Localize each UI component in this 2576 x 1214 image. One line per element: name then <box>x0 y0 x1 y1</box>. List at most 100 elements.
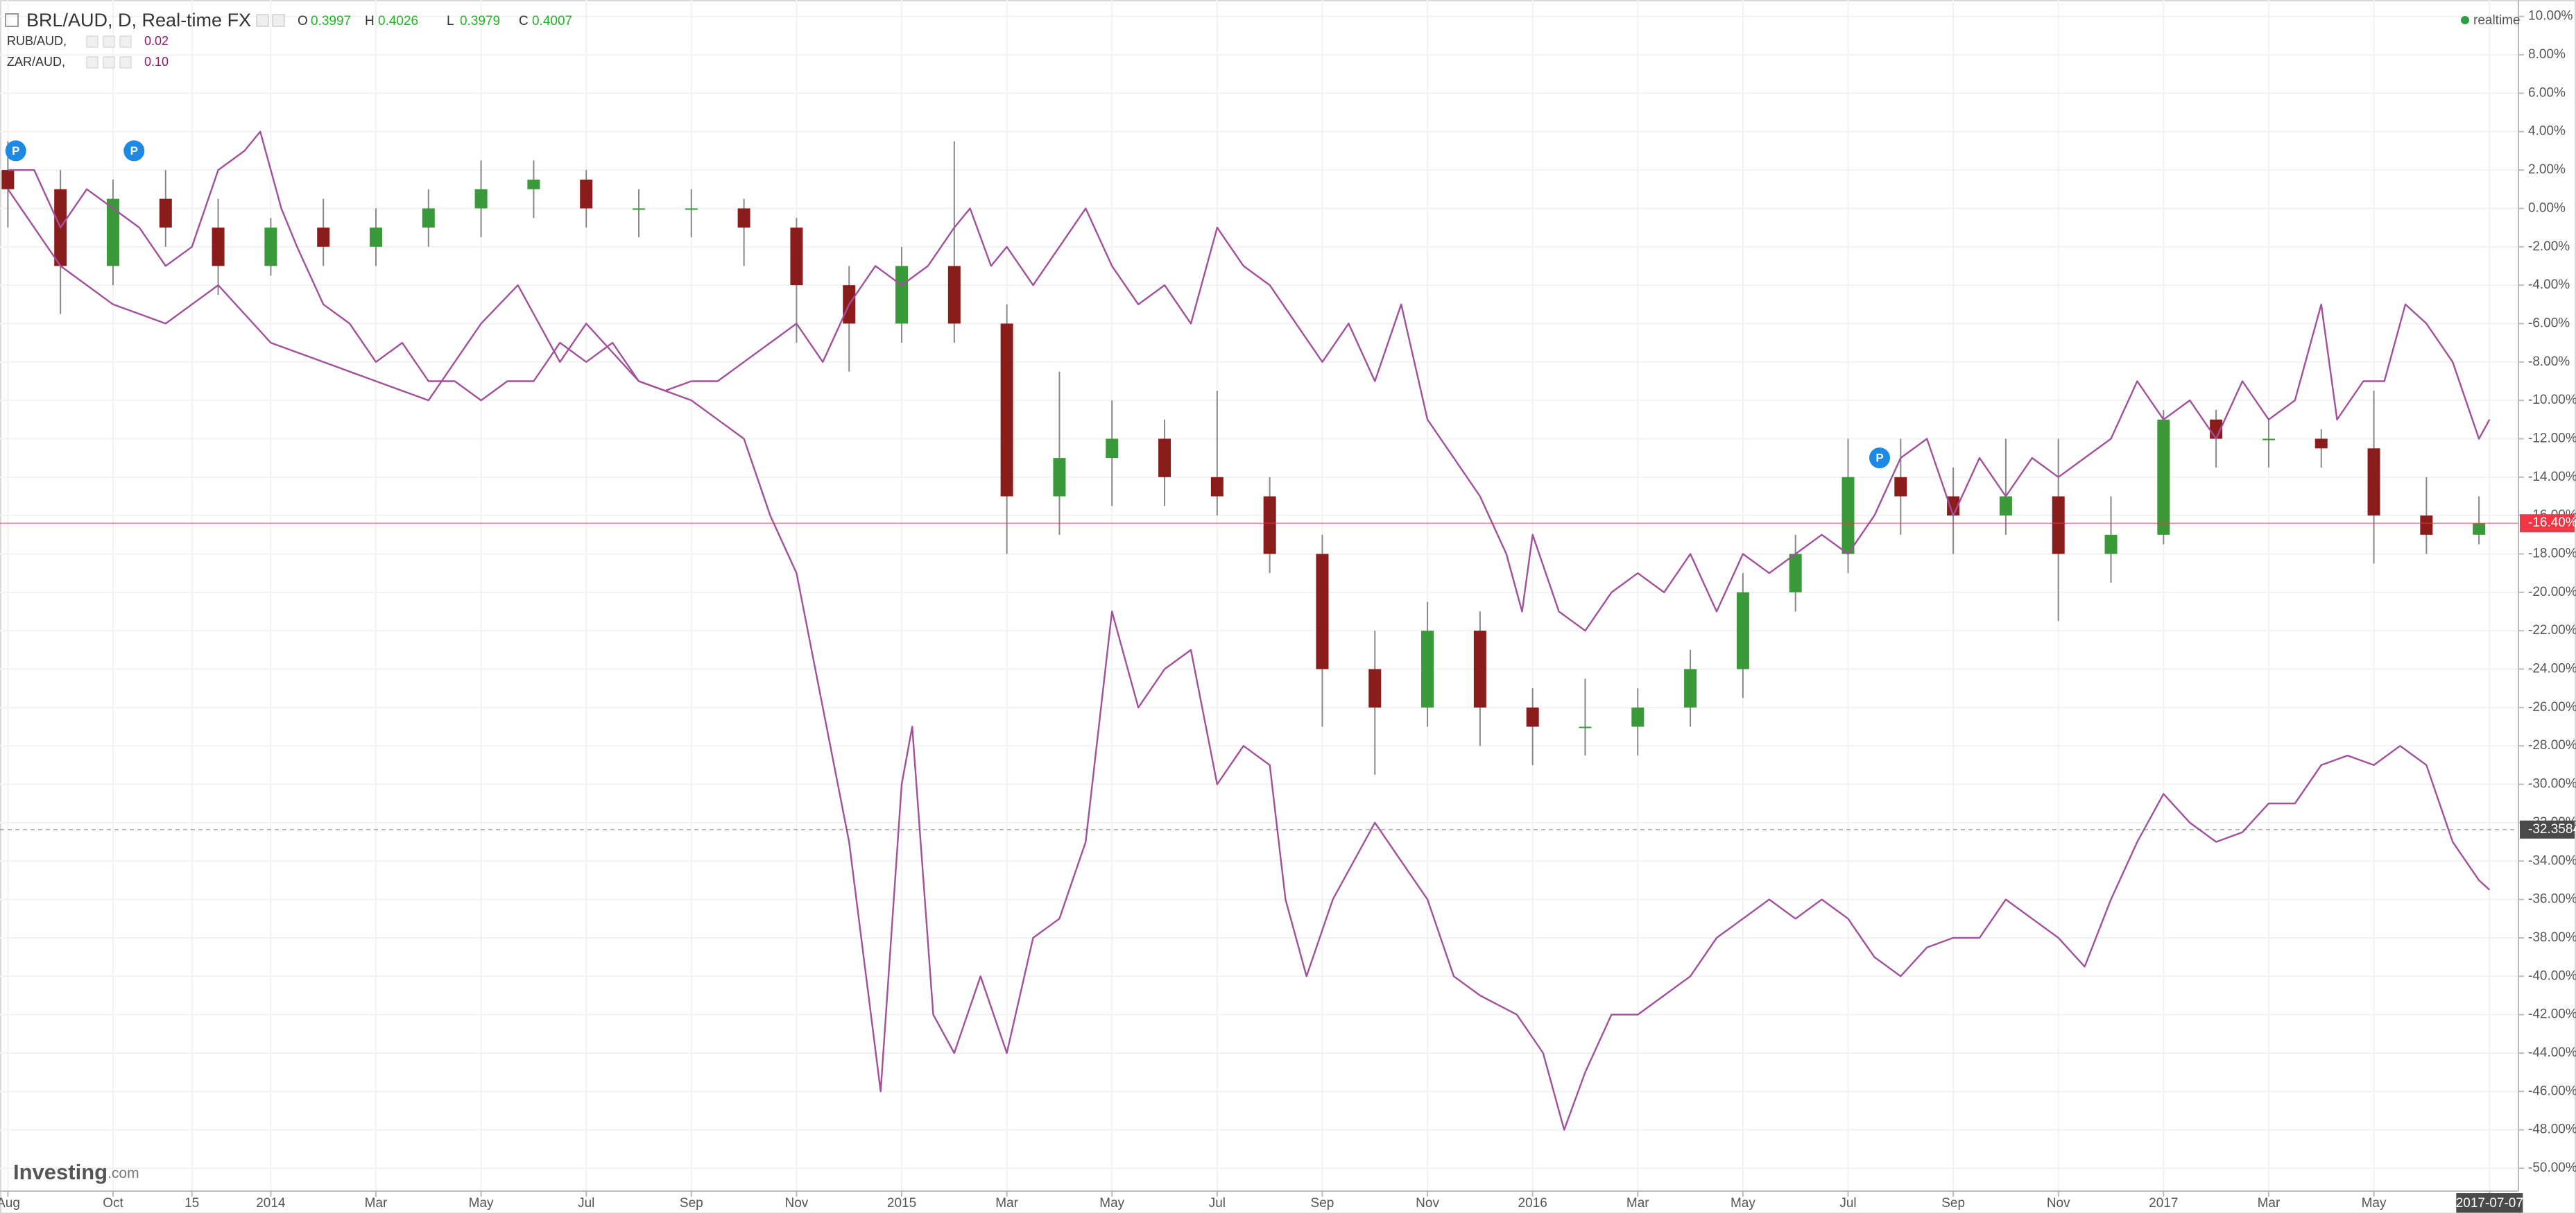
realtime-badge: realtime <box>2473 13 2521 28</box>
annotation-badge <box>5 140 26 162</box>
legend-icon <box>119 35 132 48</box>
candle-body <box>790 228 803 286</box>
x-tick-label: Nov <box>2047 1196 2070 1211</box>
candle-body <box>1316 554 1329 669</box>
candle-body <box>895 266 909 324</box>
logo: Investing.com <box>13 1160 139 1184</box>
candle-body <box>1263 496 1276 554</box>
x-tick-label: May <box>2362 1196 2387 1211</box>
grid <box>0 0 2518 1191</box>
candle-body <box>422 208 435 228</box>
status-dot <box>2461 16 2469 24</box>
legend-value: 0.02 <box>144 34 169 48</box>
annotation-text: P <box>1875 452 1883 465</box>
candle-body <box>317 228 330 247</box>
y-tick-label: -30.00% <box>2528 777 2576 792</box>
y-tick-label: 2.00% <box>2528 162 2566 177</box>
candle-body <box>2157 419 2170 535</box>
x-tick-label: May <box>1731 1196 1755 1211</box>
legend: BRL/AUD, D, Real-time FX realtime Invest… <box>5 10 2521 1184</box>
x-tick-label: 2017-07-07 <box>2456 1196 2523 1211</box>
candle-body <box>2052 496 2065 554</box>
y-tick-label: 6.00% <box>2528 85 2566 100</box>
candle-body <box>1841 477 1855 554</box>
candle-body <box>1894 477 1907 497</box>
candle-body <box>947 266 961 324</box>
y-tick-label: -24.00% <box>2528 662 2576 676</box>
x-tick-label: 2015 <box>887 1196 916 1211</box>
line-series <box>8 130 2491 632</box>
y-tick-label: 0.00% <box>2528 200 2566 215</box>
annotation-text: P <box>130 144 138 157</box>
y-tick-label: -46.00% <box>2528 1084 2576 1098</box>
candle-body <box>1421 631 1434 708</box>
x-tick-label: Sep <box>1311 1196 1334 1211</box>
y-tick-label: -40.00% <box>2528 968 2576 983</box>
y-tick-label: -28.00% <box>2528 738 2576 753</box>
ohlc-value: 0.4007 <box>532 14 572 28</box>
y-tick-label: -36.00% <box>2528 892 2576 907</box>
x-tick-label: Oct <box>103 1196 123 1211</box>
x-tick-label: Jul <box>1209 1196 1226 1211</box>
candle-body <box>527 179 540 189</box>
x-tick-label: 2014 <box>256 1196 286 1211</box>
y-tick-label: -10.00% <box>2528 393 2576 407</box>
hide-icon[interactable] <box>272 14 285 27</box>
candle-body <box>1210 477 1223 497</box>
price-label: -16.40% <box>2528 515 2576 530</box>
candle-body <box>369 228 382 247</box>
x-tick-label: 2016 <box>1518 1196 1547 1211</box>
y-tick-label: -42.00% <box>2528 1007 2576 1022</box>
candle-body <box>2104 534 2118 554</box>
settings-icon[interactable] <box>256 14 269 27</box>
x-tick-label: Mar <box>1626 1196 1649 1211</box>
candle-body <box>1631 707 1645 727</box>
y-tick-label: -12.00% <box>2528 431 2576 445</box>
ohlc-label: L <box>447 14 454 28</box>
candle-body <box>159 198 172 228</box>
annotation-badge <box>123 140 145 162</box>
y-tick-label: -22.00% <box>2528 623 2576 638</box>
annotation-badge <box>1869 447 1890 469</box>
y-tick-label: -2.00% <box>2528 239 2570 254</box>
x-tick-label: Sep <box>680 1196 703 1211</box>
y-tick-label: -8.00% <box>2528 354 2570 369</box>
legend-icon <box>86 56 98 69</box>
collapse-icon[interactable] <box>5 13 19 27</box>
y-tick-label: -6.00% <box>2528 316 2570 330</box>
price-label-box <box>2520 820 2575 839</box>
candle-body <box>2367 448 2380 516</box>
candle-body <box>633 208 646 210</box>
candle-body <box>2315 438 2328 449</box>
ohlc-value: 0.3979 <box>460 14 500 28</box>
y-tick-label: -38.00% <box>2528 930 2576 945</box>
x-tick-label: Mar <box>995 1196 1018 1211</box>
candle-body <box>264 228 277 266</box>
ohlc-label: O <box>298 14 308 28</box>
y-tick-label: -44.00% <box>2528 1045 2576 1060</box>
candle-body <box>2262 438 2275 441</box>
x-tick-label: Aug <box>0 1196 20 1211</box>
y-tick-label: -20.00% <box>2528 585 2576 599</box>
x-tick-label: Jul <box>578 1196 594 1211</box>
y-tick-label: -14.00% <box>2528 470 2576 484</box>
candle-body <box>2420 515 2433 535</box>
ohlc-value: 0.4026 <box>378 14 418 28</box>
legend-value: 0.10 <box>144 55 169 69</box>
candle-body <box>1368 669 1382 708</box>
candle-body <box>1053 458 1066 497</box>
x-tick-label: Nov <box>1416 1196 1439 1211</box>
ohlc-value: 0.3997 <box>311 14 351 28</box>
candle-body <box>580 179 593 209</box>
ohlc-label: H <box>365 14 375 28</box>
x-tick-highlight <box>2456 1193 2523 1213</box>
candle-body <box>106 198 119 266</box>
plot-area: P P P <box>0 130 2518 1131</box>
x-tick-label: Nov <box>785 1196 809 1211</box>
legend-entry: ZAR/AUD, <box>7 55 65 69</box>
y-tick-label: 4.00% <box>2528 124 2566 139</box>
x-tick-label: 15 <box>184 1196 199 1211</box>
y-tick-label: -4.00% <box>2528 277 2570 292</box>
